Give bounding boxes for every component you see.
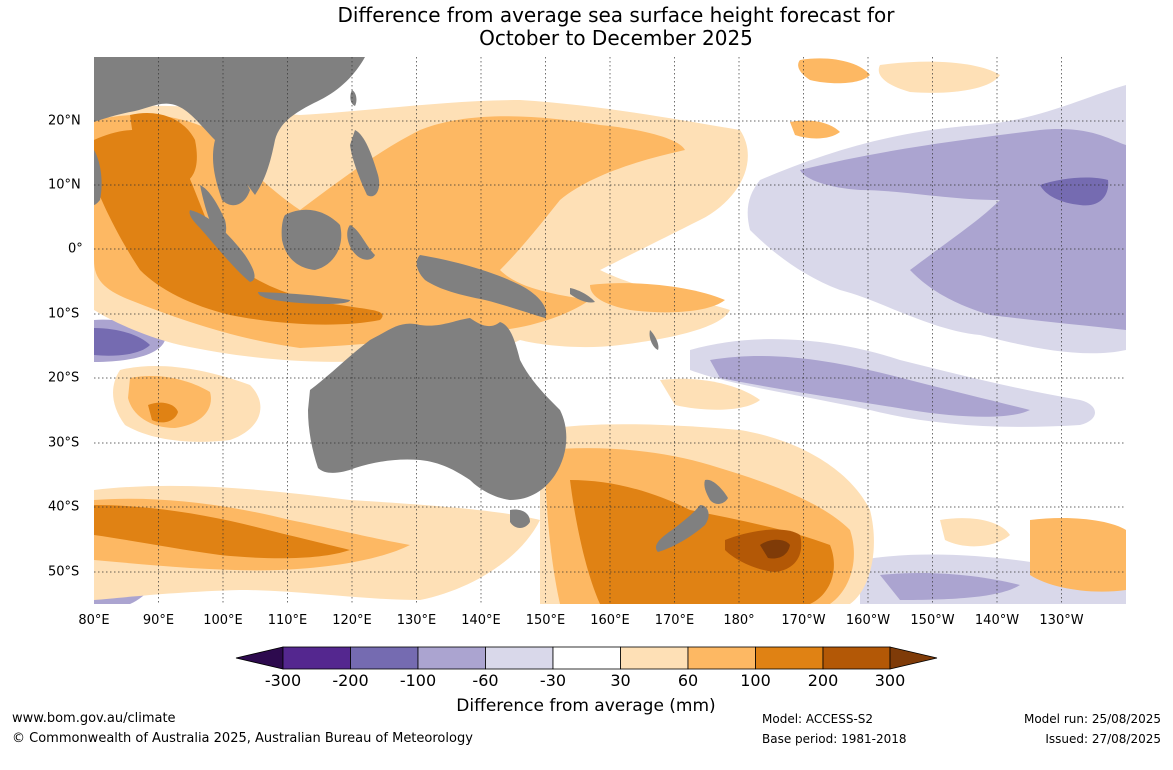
colorbar-tick-30: 30 bbox=[610, 671, 631, 690]
positive-anomaly-far-south-east bbox=[1030, 518, 1126, 592]
footer-base-period: Base period: 1981-2018 bbox=[762, 732, 907, 746]
lon-label-140w: 140°W bbox=[974, 613, 1020, 628]
lon-label-120e: 120°E bbox=[332, 613, 372, 628]
lon-label-150e: 150°E bbox=[525, 613, 566, 628]
footer-copyright: © Commonwealth of Australia 2025, Austra… bbox=[12, 731, 473, 746]
colorbar-extend-low bbox=[235, 646, 284, 670]
positive-anomaly-west-australia-strong bbox=[148, 402, 178, 423]
footer-model-run: Model run: 25/08/2025 bbox=[1023, 712, 1161, 726]
lon-label-90e: 90°E bbox=[142, 613, 175, 628]
lat-label-20s: 20°S bbox=[48, 370, 80, 386]
lat-label-10s: 10°S bbox=[48, 306, 80, 322]
positive-anomaly-north-pacific-3 bbox=[790, 120, 840, 139]
colorbar-bin-2 bbox=[350, 646, 419, 670]
land-australia bbox=[308, 318, 567, 500]
colorbar-bin-8 bbox=[755, 646, 824, 670]
positive-anomaly-tasman-max bbox=[760, 539, 790, 559]
lon-label-160w: 160°W bbox=[845, 613, 891, 628]
positive-anomaly-north-pacific-2 bbox=[878, 61, 1000, 93]
colorbar-bin-7 bbox=[687, 646, 756, 670]
positive-anomaly-east-patch bbox=[940, 518, 1010, 547]
positive-anomaly-central-pacific bbox=[590, 283, 725, 313]
lat-label-30s: 30°S bbox=[48, 435, 80, 451]
positive-anomaly-south-central bbox=[660, 378, 760, 410]
positive-anomaly-bay-of-bengal bbox=[130, 112, 197, 185]
lon-label-140e: 140°E bbox=[461, 613, 501, 628]
land-borneo bbox=[281, 209, 342, 270]
lon-label-130w: 130°W bbox=[1039, 613, 1084, 628]
lat-label-20n: 20°N bbox=[48, 113, 81, 129]
land-masses bbox=[94, 57, 728, 552]
colorbar-title: Difference from average (mm) bbox=[456, 696, 716, 716]
lon-label-180: 180° bbox=[723, 613, 755, 628]
land-new-zealand-south bbox=[655, 505, 709, 552]
colorbar-tick-100: 100 bbox=[740, 671, 771, 690]
colorbar-bin-5 bbox=[552, 646, 621, 670]
colorbar-tick-neg300: -300 bbox=[264, 671, 302, 690]
negative-anomaly-peak-east-pacific bbox=[1040, 177, 1109, 206]
land-new-guinea bbox=[416, 255, 547, 318]
lon-label-150w: 150°W bbox=[910, 613, 955, 628]
colorbar bbox=[235, 646, 938, 670]
land-malay-peninsula bbox=[200, 185, 227, 239]
land-sulawesi bbox=[347, 225, 375, 260]
negative-anomaly-southern-ocean-east-core bbox=[880, 573, 1020, 600]
colorbar-bin-1 bbox=[282, 646, 351, 670]
colorbar-tick-neg30: -30 bbox=[539, 671, 567, 690]
positive-anomaly-west-australia-core bbox=[128, 375, 211, 428]
lon-label-130e: 130°E bbox=[396, 613, 437, 628]
land-indochina bbox=[212, 140, 250, 206]
colorbar-tick-200: 200 bbox=[807, 671, 839, 690]
colorbar-extend-high bbox=[889, 646, 938, 670]
footer-model: Model: ACCESS-S2 bbox=[762, 712, 874, 726]
graticule bbox=[94, 57, 1126, 604]
negative-anomaly-core-south-pacific bbox=[710, 355, 1030, 417]
colorbar-tick-300: 300 bbox=[874, 671, 906, 690]
lat-label-10n: 10°N bbox=[48, 177, 81, 193]
lon-label-100e: 100°E bbox=[203, 613, 243, 628]
map-title-line2: October to December 2025 bbox=[479, 26, 753, 50]
land-philippines bbox=[350, 130, 380, 197]
colorbar-tick-neg200: -200 bbox=[332, 671, 369, 690]
land-new-zealand-north bbox=[704, 479, 728, 504]
negative-anomaly-west-indian-core bbox=[94, 328, 150, 356]
positive-anomaly-north-pacific-1 bbox=[798, 58, 870, 84]
land-asia bbox=[94, 57, 365, 195]
lon-label-170w: 170°W bbox=[781, 613, 826, 628]
negative-anomaly-core-east-pacific bbox=[800, 128, 1126, 330]
colorbar-tick-neg60: -60 bbox=[472, 671, 499, 690]
lat-label-50s: 50°S bbox=[48, 564, 80, 580]
lat-label-0: 0° bbox=[68, 241, 83, 257]
lon-label-170e: 170°E bbox=[654, 613, 695, 628]
positive-anomaly-tasman-strong bbox=[570, 480, 834, 604]
colorbar-tick-60: 60 bbox=[677, 671, 699, 690]
lat-label-40s: 40°S bbox=[48, 499, 80, 515]
colorbar-bin-6 bbox=[620, 646, 689, 670]
footer-website[interactable]: www.bom.gov.au/climate bbox=[12, 711, 176, 726]
land-sumatra bbox=[189, 210, 255, 282]
colorbar-bin-3 bbox=[417, 646, 486, 670]
lon-label-80e: 80°E bbox=[78, 613, 110, 628]
colorbar-bin-4 bbox=[485, 646, 554, 670]
land-tasmania bbox=[510, 509, 530, 528]
positive-anomaly-tasman-peak bbox=[725, 529, 802, 572]
colorbar-tick-neg100: -100 bbox=[399, 671, 437, 690]
map-title: Difference from average sea surface heig… bbox=[0, 4, 1173, 50]
map-title-line1: Difference from average sea surface heig… bbox=[337, 3, 895, 27]
land-java bbox=[258, 292, 350, 304]
land-india-tip bbox=[94, 150, 102, 205]
land-new-caledonia bbox=[649, 330, 659, 350]
footer-issued: Issued: 27/08/2025 bbox=[1045, 732, 1161, 746]
land-solomon-islands bbox=[570, 288, 595, 303]
positive-anomaly-southern-indian-strong bbox=[94, 505, 350, 559]
colorbar-bin-9 bbox=[822, 646, 891, 670]
lon-label-110e: 110°E bbox=[267, 613, 308, 628]
lon-label-160e: 160°E bbox=[590, 613, 630, 628]
